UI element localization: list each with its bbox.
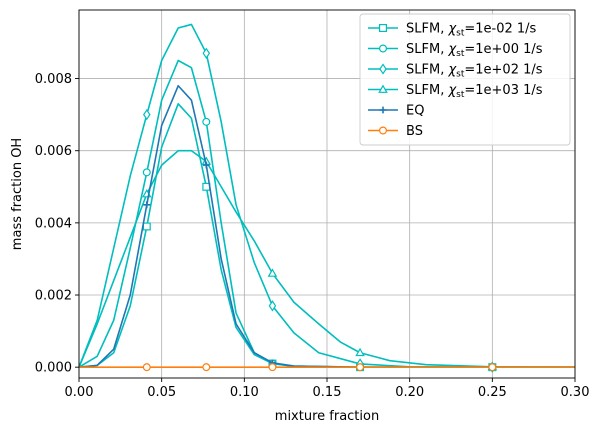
legend-marker: [379, 106, 387, 114]
series-marker: [143, 201, 151, 209]
legend-label-subscript: st: [456, 49, 465, 59]
legend-entry: EQ: [368, 104, 424, 119]
series-marker: [142, 363, 151, 372]
legend-label: EQ: [406, 104, 424, 119]
legend-label-suffix: =1e+03 1/s: [464, 83, 542, 98]
legend-label-subscript: st: [456, 90, 465, 100]
series-line: [78, 149, 576, 368]
x-tick-label: 0.10: [230, 385, 259, 400]
legend-label: SLFM, χst=1e+02 1/s: [406, 63, 543, 80]
legend-label-suffix: =1e-02 1/s: [464, 22, 536, 37]
series-marker: [202, 47, 211, 59]
series-marker: [268, 300, 277, 312]
y-tick-label: 0.006: [35, 144, 72, 159]
x-axis-label: mixture fraction: [275, 409, 379, 424]
series-marker: [202, 161, 210, 169]
legend-label-subscript: st: [456, 70, 465, 80]
x-tick-label: 0.15: [313, 385, 342, 400]
legend-marker: [379, 126, 388, 135]
series-marker: [142, 168, 151, 177]
y-tick-label: 0.008: [35, 72, 72, 87]
y-tick-label: 0.000: [35, 361, 72, 376]
legend-label: BS: [406, 124, 423, 139]
plot-series: [78, 23, 576, 373]
series-marker: [268, 363, 277, 372]
series-marker: [202, 363, 211, 372]
legend-label-chi: χ: [447, 22, 457, 37]
series-marker: [356, 363, 365, 372]
y-tick-label: 0.002: [35, 289, 72, 304]
x-tick-label: 0.05: [147, 385, 176, 400]
series-marker: [142, 222, 151, 231]
legend-label-chi: χ: [447, 63, 457, 78]
y-tick-label: 0.004: [35, 216, 72, 231]
legend-label-prefix: SLFM,: [406, 22, 448, 37]
legend-label-suffix: =1e+02 1/s: [464, 63, 542, 78]
legend-box: [359, 13, 571, 146]
x-tick-label: 0.25: [478, 385, 507, 400]
x-tick-label: 0.30: [561, 385, 590, 400]
legend-entry: SLFM, χst=1e+00 1/s: [368, 42, 543, 59]
legend-marker: [378, 84, 388, 93]
series-5: [79, 363, 575, 372]
legend-entry: SLFM, χst=1e+03 1/s: [368, 83, 543, 100]
x-tick-label: 0.00: [65, 385, 94, 400]
y-axis-label: mass fraction OH: [10, 138, 25, 250]
axis-ticks: 0.00 0.05 0.10 0.15 0.20 0.25 0.30 0.000 0.002 0.…: [35, 72, 590, 400]
legend-label: SLFM, χst=1e+00 1/s: [406, 42, 543, 59]
series-marker: [202, 117, 211, 126]
series-marker: [267, 268, 278, 277]
legend-label-prefix: SLFM,: [406, 42, 448, 57]
legend-entry: SLFM, χst=1e+02 1/s: [368, 63, 543, 80]
legend-label-chi: χ: [447, 83, 457, 98]
legend-label-subscript: st: [456, 29, 465, 39]
legend-label: SLFM, χst=1e-02 1/s: [406, 22, 537, 39]
legend-marker: [379, 63, 387, 75]
legend-label-chi: χ: [447, 42, 457, 57]
legend-label: SLFM, χst=1e+03 1/s: [406, 83, 543, 100]
legend-entry: BS: [368, 124, 423, 139]
legend-entry: SLFM, χst=1e-02 1/s: [368, 22, 537, 39]
series-marker: [355, 347, 365, 357]
legend-label-prefix: SLFM,: [406, 63, 448, 78]
legend-label-suffix: =1e+00 1/s: [464, 42, 542, 57]
x-tick-label: 0.20: [395, 385, 424, 400]
legend-marker: [379, 24, 388, 33]
series-marker: [143, 108, 151, 121]
legend-marker: [379, 44, 388, 53]
series-marker: [488, 363, 497, 372]
legend-label-prefix: SLFM,: [406, 83, 448, 98]
